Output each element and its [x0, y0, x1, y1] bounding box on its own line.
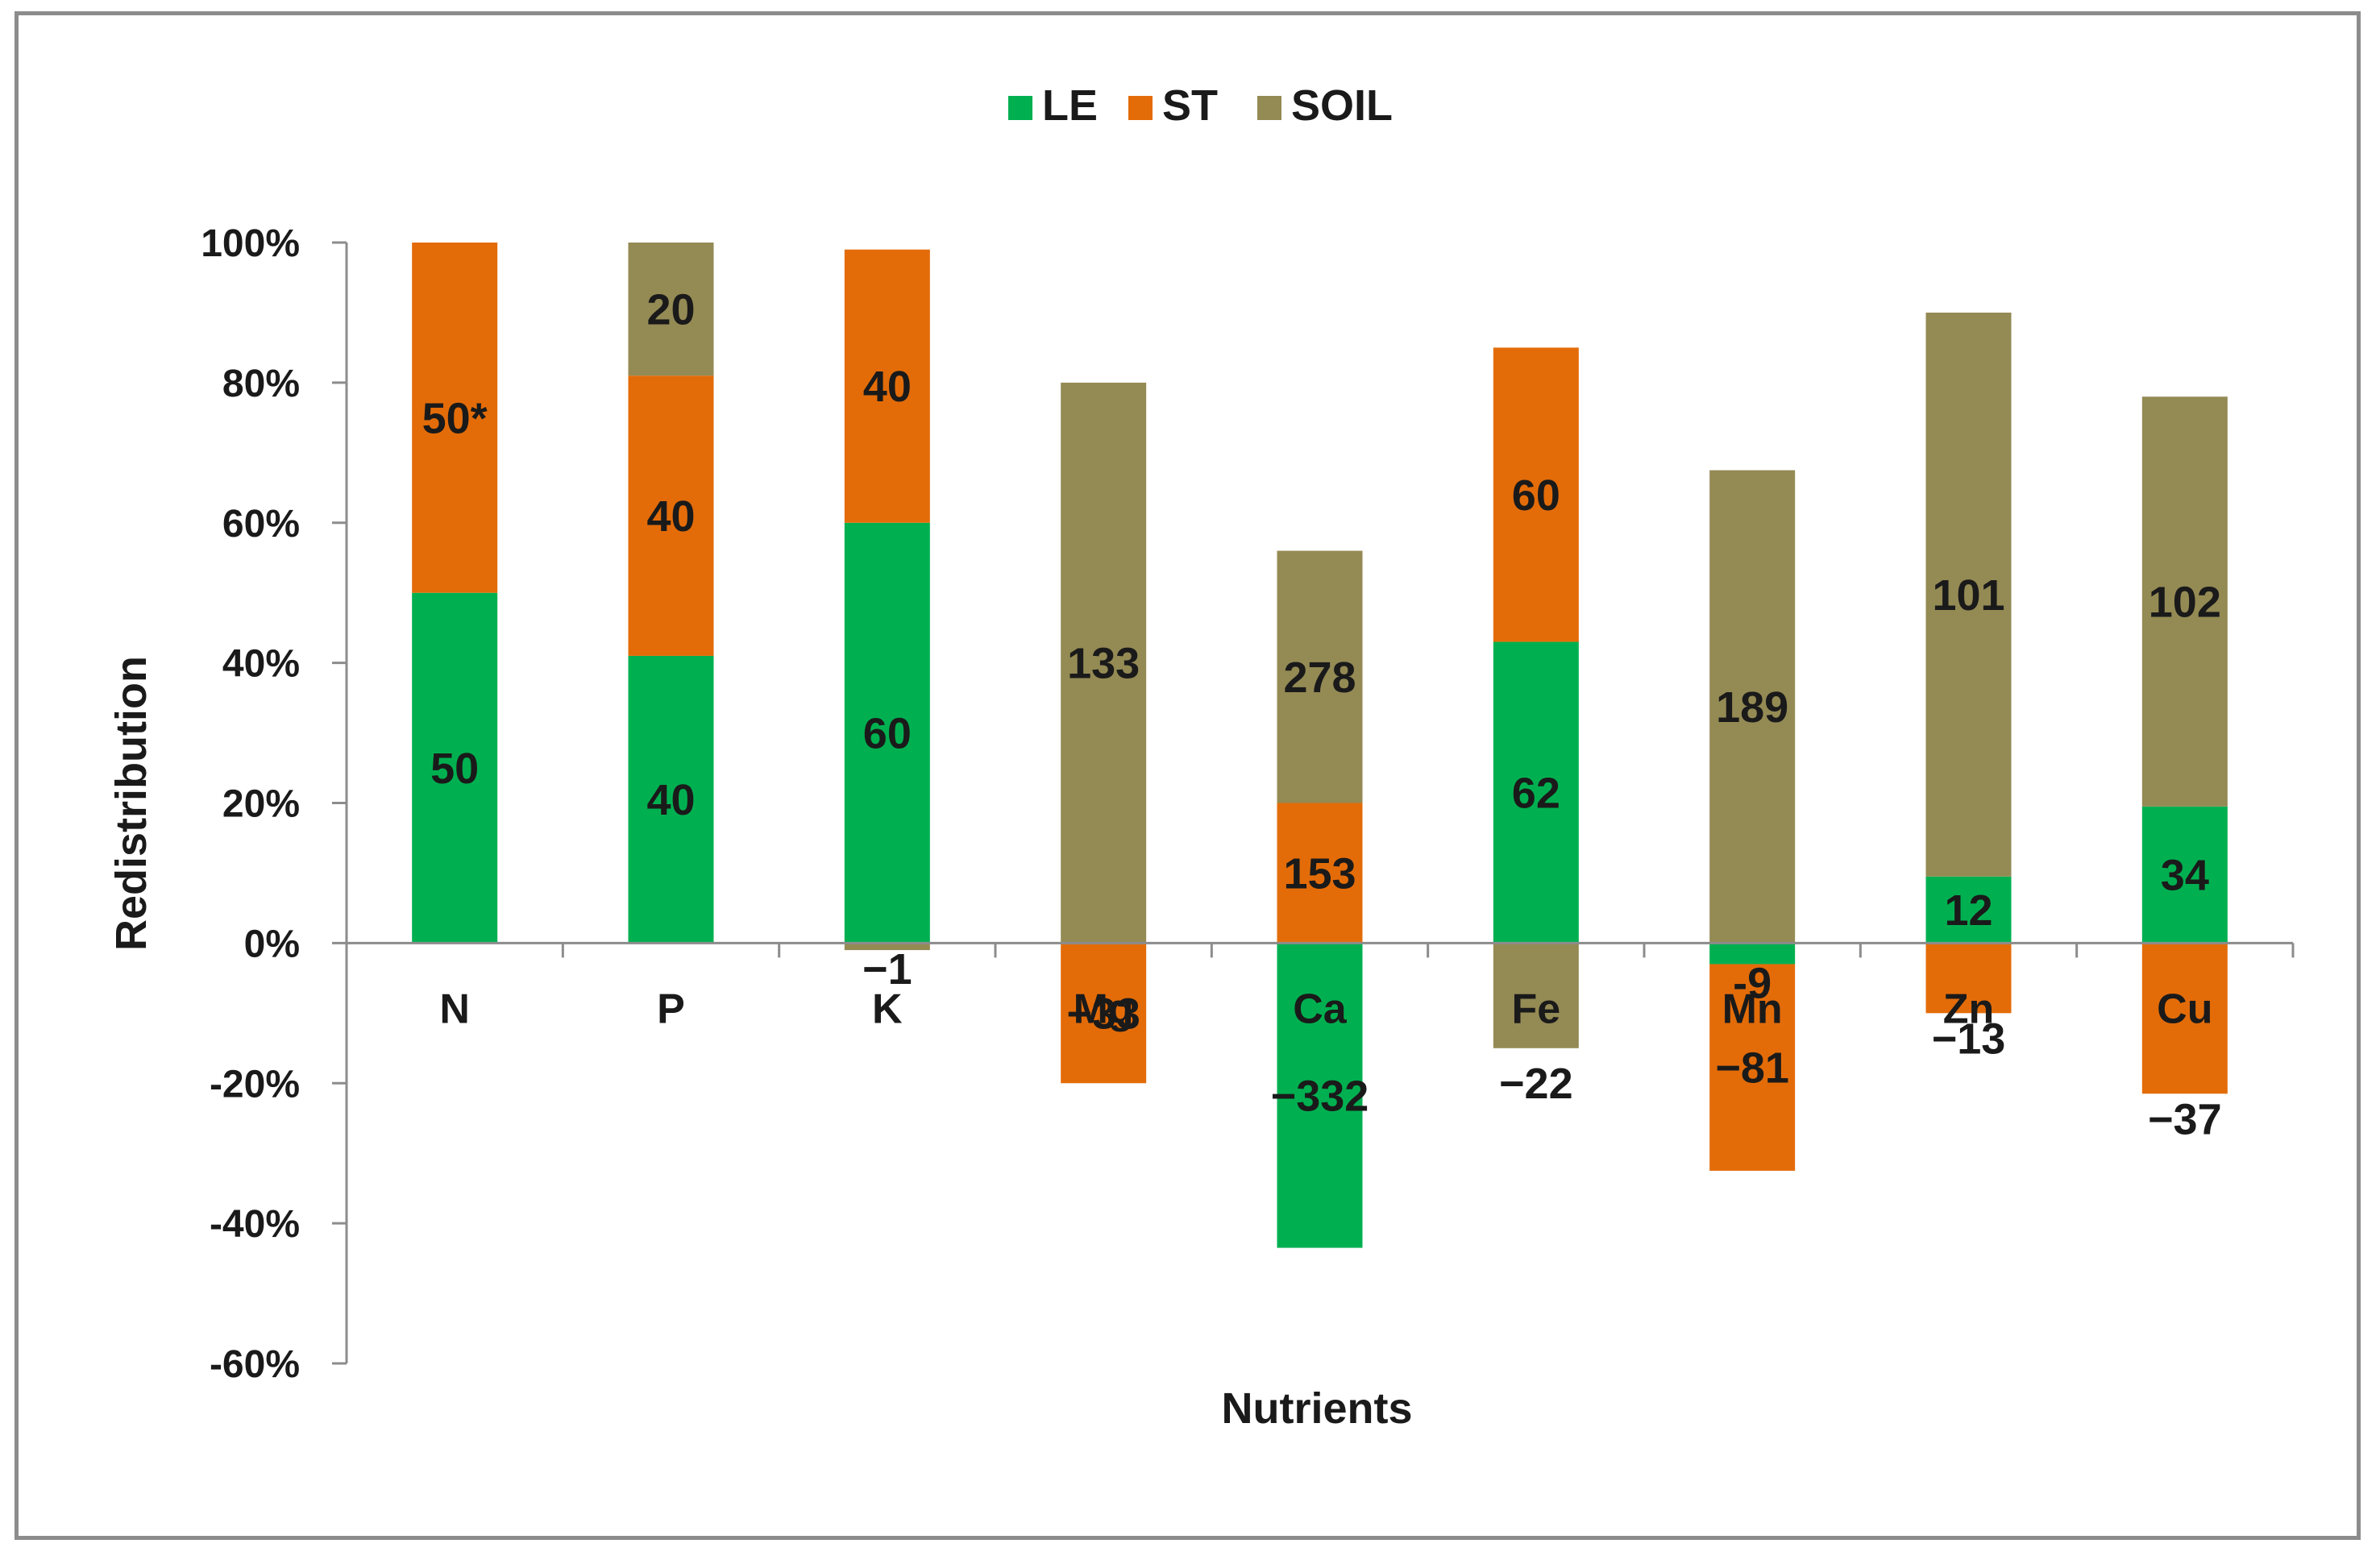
bar-st-mn — [1709, 964, 1796, 1171]
bar-le-fe — [1493, 641, 1579, 944]
bar-le-p — [628, 655, 714, 944]
bar-soil-cu — [2141, 396, 2228, 807]
data-label-le-zn: 12 — [1944, 886, 1992, 935]
legend: LE ST SOIL — [1008, 81, 1393, 130]
y-tick-label: 100% — [201, 222, 300, 265]
bar-le-n — [412, 592, 498, 944]
bar-soil-fe — [1493, 943, 1579, 1048]
bar-soil-p — [628, 243, 714, 376]
data-label-le-fe: 62 — [1512, 769, 1560, 817]
data-label-soil-mn: 189 — [1716, 683, 1788, 732]
bar-le-ca — [1277, 943, 1363, 1248]
data-label-soil-p: 20 — [646, 286, 695, 334]
category-label: Mg — [1074, 985, 1134, 1032]
y-tick-label: 20% — [222, 783, 300, 826]
legend-label-soil: SOIL — [1291, 81, 1393, 130]
category-label: N — [439, 985, 470, 1032]
data-label-st-mn: −81 — [1715, 1044, 1789, 1093]
data-label-st-p: 40 — [646, 492, 695, 541]
data-label-st-fe: 60 — [1512, 471, 1560, 520]
data-label-le-n: 50 — [430, 745, 479, 793]
bar-st-mg — [1061, 943, 1147, 1084]
data-label-st-cu: −37 — [2148, 1095, 2222, 1143]
data-label-soil-mg: 133 — [1067, 640, 1140, 688]
category-label: K — [872, 985, 903, 1032]
data-label-soil-cu: 102 — [2149, 579, 2221, 627]
x-axis-title: Nutrients — [1221, 1384, 1412, 1433]
y-tick-label: 0% — [244, 923, 300, 965]
bar-le-zn — [1925, 876, 2012, 944]
data-label-soil-zn: 101 — [1932, 571, 2004, 620]
data-label-le-ca: −332 — [1271, 1072, 1369, 1120]
y-tick-label: 60% — [222, 503, 300, 546]
legend-swatch-st — [1128, 96, 1153, 120]
bar-st-cu — [2141, 943, 2228, 1094]
bar-st-p — [628, 376, 714, 656]
bar-le-mn — [1709, 943, 1796, 965]
y-tick-label: 80% — [222, 363, 300, 405]
bar-st-k — [844, 249, 930, 523]
data-label-soil-fe: −22 — [1499, 1060, 1573, 1108]
data-labels: 50 40 60 −332 62 -9 12 34 50* 40 40 −33 153 60 −81 −13 −… — [422, 286, 2222, 1144]
y-axis: 100% 80% 60% 40% 20% 0% -20% -40% -60% — [201, 222, 348, 1386]
bar-st-fe — [1493, 347, 1579, 642]
y-tick-label: -60% — [210, 1343, 300, 1386]
bar-soil-ca — [1277, 550, 1363, 803]
bar-soil-zn — [1925, 312, 2012, 877]
data-label-soil-ca: 278 — [1283, 654, 1356, 702]
legend-label-st: ST — [1162, 81, 1218, 130]
bar-le-cu — [2141, 806, 2228, 944]
legend-swatch-soil — [1257, 96, 1281, 120]
data-label-le-cu: 34 — [2161, 852, 2209, 900]
data-label-st-zn: −13 — [1932, 1015, 2006, 1063]
category-label: Mn — [1722, 985, 1783, 1032]
y-tick-label: -20% — [210, 1063, 300, 1106]
legend-label-le: LE — [1042, 81, 1098, 130]
y-tick-label: -40% — [210, 1203, 300, 1246]
data-label-le-k: 60 — [863, 710, 912, 758]
y-axis-title: Redistribution — [107, 656, 156, 951]
x-axis — [345, 941, 2295, 958]
y-tick-label: 40% — [222, 643, 300, 686]
category-label: Fe — [1511, 985, 1560, 1032]
data-label-st-k: 40 — [863, 363, 912, 411]
category-label: P — [657, 985, 685, 1032]
data-label-soil-k: −1 — [862, 945, 912, 994]
category-label: Cu — [2157, 985, 2212, 1032]
bars — [412, 243, 2228, 1248]
bar-st-zn — [1925, 943, 2012, 1014]
bar-st-ca — [1277, 803, 1363, 944]
data-label-le-mn: -9 — [1733, 959, 1772, 1007]
bar-st-n — [412, 243, 498, 593]
data-label-st-mg: −33 — [1066, 990, 1140, 1038]
category-labels: N P K Mg Ca Fe Mn Zn Cu — [439, 985, 2212, 1032]
data-label-st-n: 50* — [422, 394, 488, 442]
legend-swatch-le — [1008, 96, 1032, 120]
data-label-le-p: 40 — [646, 776, 695, 824]
category-label: Zn — [1943, 985, 1995, 1032]
bar-le-k — [844, 522, 930, 944]
bar-soil-k — [844, 943, 930, 951]
bar-soil-mg — [1061, 382, 1147, 944]
bar-soil-mn — [1709, 470, 1796, 944]
category-label: Ca — [1293, 985, 1348, 1032]
data-label-st-ca: 153 — [1283, 849, 1356, 898]
